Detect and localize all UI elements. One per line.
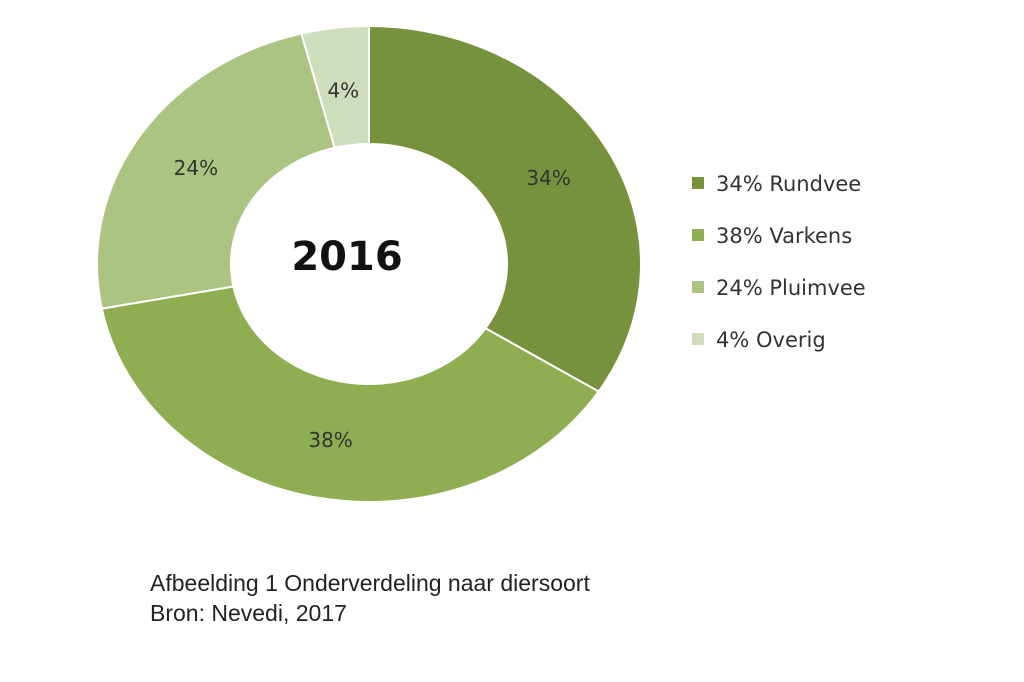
legend-swatch-rundvee	[692, 177, 704, 189]
legend-label-pluimvee: 24% Pluimvee	[716, 276, 866, 300]
slice-varkens	[100, 285, 601, 503]
figure-caption: Afbeelding 1 Onderverdeling naar diersoo…	[150, 570, 590, 596]
legend-label-rundvee: 34% Rundvee	[716, 172, 861, 196]
legend-swatch-varkens	[692, 229, 704, 241]
slice-overig	[300, 24, 370, 149]
slice-label-varkens: 38%	[308, 428, 352, 452]
legend: 34% Rundvee 38% Varkens 24% Pluimvee 4% Ove…	[692, 172, 866, 352]
slice-rundvee	[368, 24, 642, 393]
donut-slices	[96, 24, 642, 503]
legend-label-overig: 4% Overig	[716, 328, 826, 352]
center-year-label: 2016	[291, 234, 402, 280]
slice-label-overig: 4%	[327, 78, 359, 102]
slice-pluimvee	[96, 32, 336, 310]
slice-label-rundvee: 34%	[526, 166, 570, 190]
slice-label-pluimvee: 24%	[174, 156, 218, 180]
legend-swatch-overig	[692, 333, 704, 345]
slice-labels: 34% 38% 24% 4%	[174, 78, 571, 451]
figure-source: Bron: Nevedi, 2017	[150, 600, 347, 626]
legend-swatch-pluimvee	[692, 281, 704, 293]
legend-label-varkens: 38% Varkens	[716, 224, 852, 248]
